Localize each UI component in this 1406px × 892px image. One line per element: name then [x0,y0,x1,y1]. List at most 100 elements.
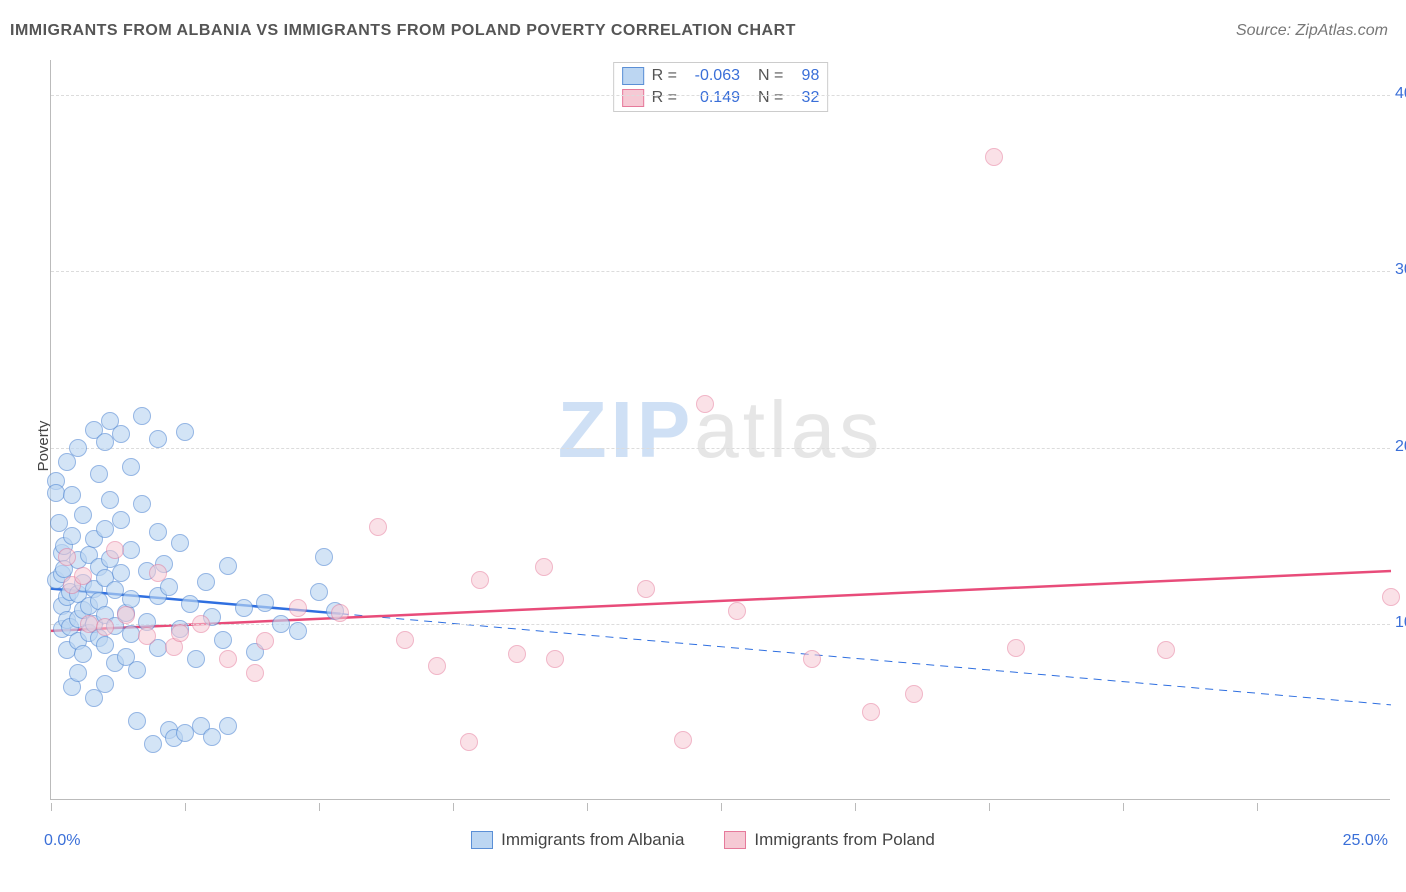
gridline [51,448,1390,449]
point-poland [256,632,274,650]
x-tick [1257,803,1258,811]
point-albania [96,675,114,693]
point-poland [728,602,746,620]
point-poland [171,624,189,642]
gridline [51,271,1390,272]
legend-item-poland: Immigrants from Poland [724,830,934,850]
point-poland [369,518,387,536]
legend-label: Immigrants from Albania [501,830,684,850]
point-poland [106,541,124,559]
point-albania [149,430,167,448]
watermark-part1: ZIP [558,385,694,474]
point-poland [905,685,923,703]
gridline [51,624,1390,625]
point-albania [90,465,108,483]
series-legend: Immigrants from Albania Immigrants from P… [0,830,1406,850]
point-albania [187,650,205,668]
point-poland [138,627,156,645]
point-albania [128,712,146,730]
point-poland [546,650,564,668]
point-albania [310,583,328,601]
legend-row-albania: R = -0.063 N = 98 [622,65,820,87]
point-poland [1157,641,1175,659]
point-albania [144,735,162,753]
x-tick [319,803,320,811]
x-tick-label: 25.0% [1343,832,1388,850]
point-poland [862,703,880,721]
point-poland [428,657,446,675]
point-albania [128,661,146,679]
trendline-albania-dashed [340,614,1391,705]
point-poland [508,645,526,663]
point-albania [181,595,199,613]
point-albania [112,564,130,582]
point-albania [101,491,119,509]
point-poland [471,571,489,589]
legend-swatch [724,831,746,849]
x-tick [989,803,990,811]
legend-swatch [471,831,493,849]
legend-item-albania: Immigrants from Albania [471,830,684,850]
n-label: N = [758,87,783,109]
trendline-poland-solid [51,571,1391,631]
x-tick-label: 0.0% [44,832,80,850]
point-albania [96,433,114,451]
point-albania [197,573,215,591]
y-tick-label: 30.0% [1395,261,1406,279]
correlation-legend: R = -0.063 N = 98R =0.149N =32 [613,62,829,112]
n-label: N = [758,65,783,87]
point-albania [315,548,333,566]
point-poland [246,664,264,682]
point-albania [63,527,81,545]
point-albania [69,439,87,457]
y-tick-label: 10.0% [1395,614,1406,632]
point-albania [96,636,114,654]
point-poland [149,564,167,582]
point-albania [133,407,151,425]
r-value: -0.063 [685,65,740,87]
point-albania [122,458,140,476]
point-albania [74,645,92,663]
point-albania [289,622,307,640]
point-albania [69,664,87,682]
x-tick [51,803,52,811]
n-value: 98 [791,65,819,87]
legend-swatch [622,89,644,107]
scatter-plot-area: ZIPatlas R =-0.063N =98R =0.149N =32 10.… [50,60,1390,800]
gridline [51,95,1390,96]
point-poland [80,615,98,633]
point-albania [122,541,140,559]
point-poland [58,548,76,566]
source-attribution: Source: ZipAtlas.com [1236,22,1388,40]
legend-row-poland: R =0.149N =32 [622,87,820,109]
point-poland [74,567,92,585]
point-albania [219,557,237,575]
point-poland [1007,639,1025,657]
x-tick [1123,803,1124,811]
x-tick [721,803,722,811]
point-albania [171,534,189,552]
point-poland [396,631,414,649]
trend-lines-layer [51,60,1390,799]
point-poland [803,650,821,668]
point-poland [96,618,114,636]
point-albania [63,486,81,504]
point-albania [235,599,253,617]
point-poland [637,580,655,598]
point-albania [112,511,130,529]
point-poland [192,615,210,633]
point-albania [203,728,221,746]
point-poland [985,148,1003,166]
point-poland [460,733,478,751]
point-albania [133,495,151,513]
x-tick [185,803,186,811]
r-label: R = [652,65,677,87]
r-label: R = [652,87,677,109]
point-albania [74,506,92,524]
y-tick-label: 40.0% [1395,85,1406,103]
point-albania [149,523,167,541]
point-poland [117,606,135,624]
point-albania [256,594,274,612]
point-poland [1382,588,1400,606]
point-albania [214,631,232,649]
